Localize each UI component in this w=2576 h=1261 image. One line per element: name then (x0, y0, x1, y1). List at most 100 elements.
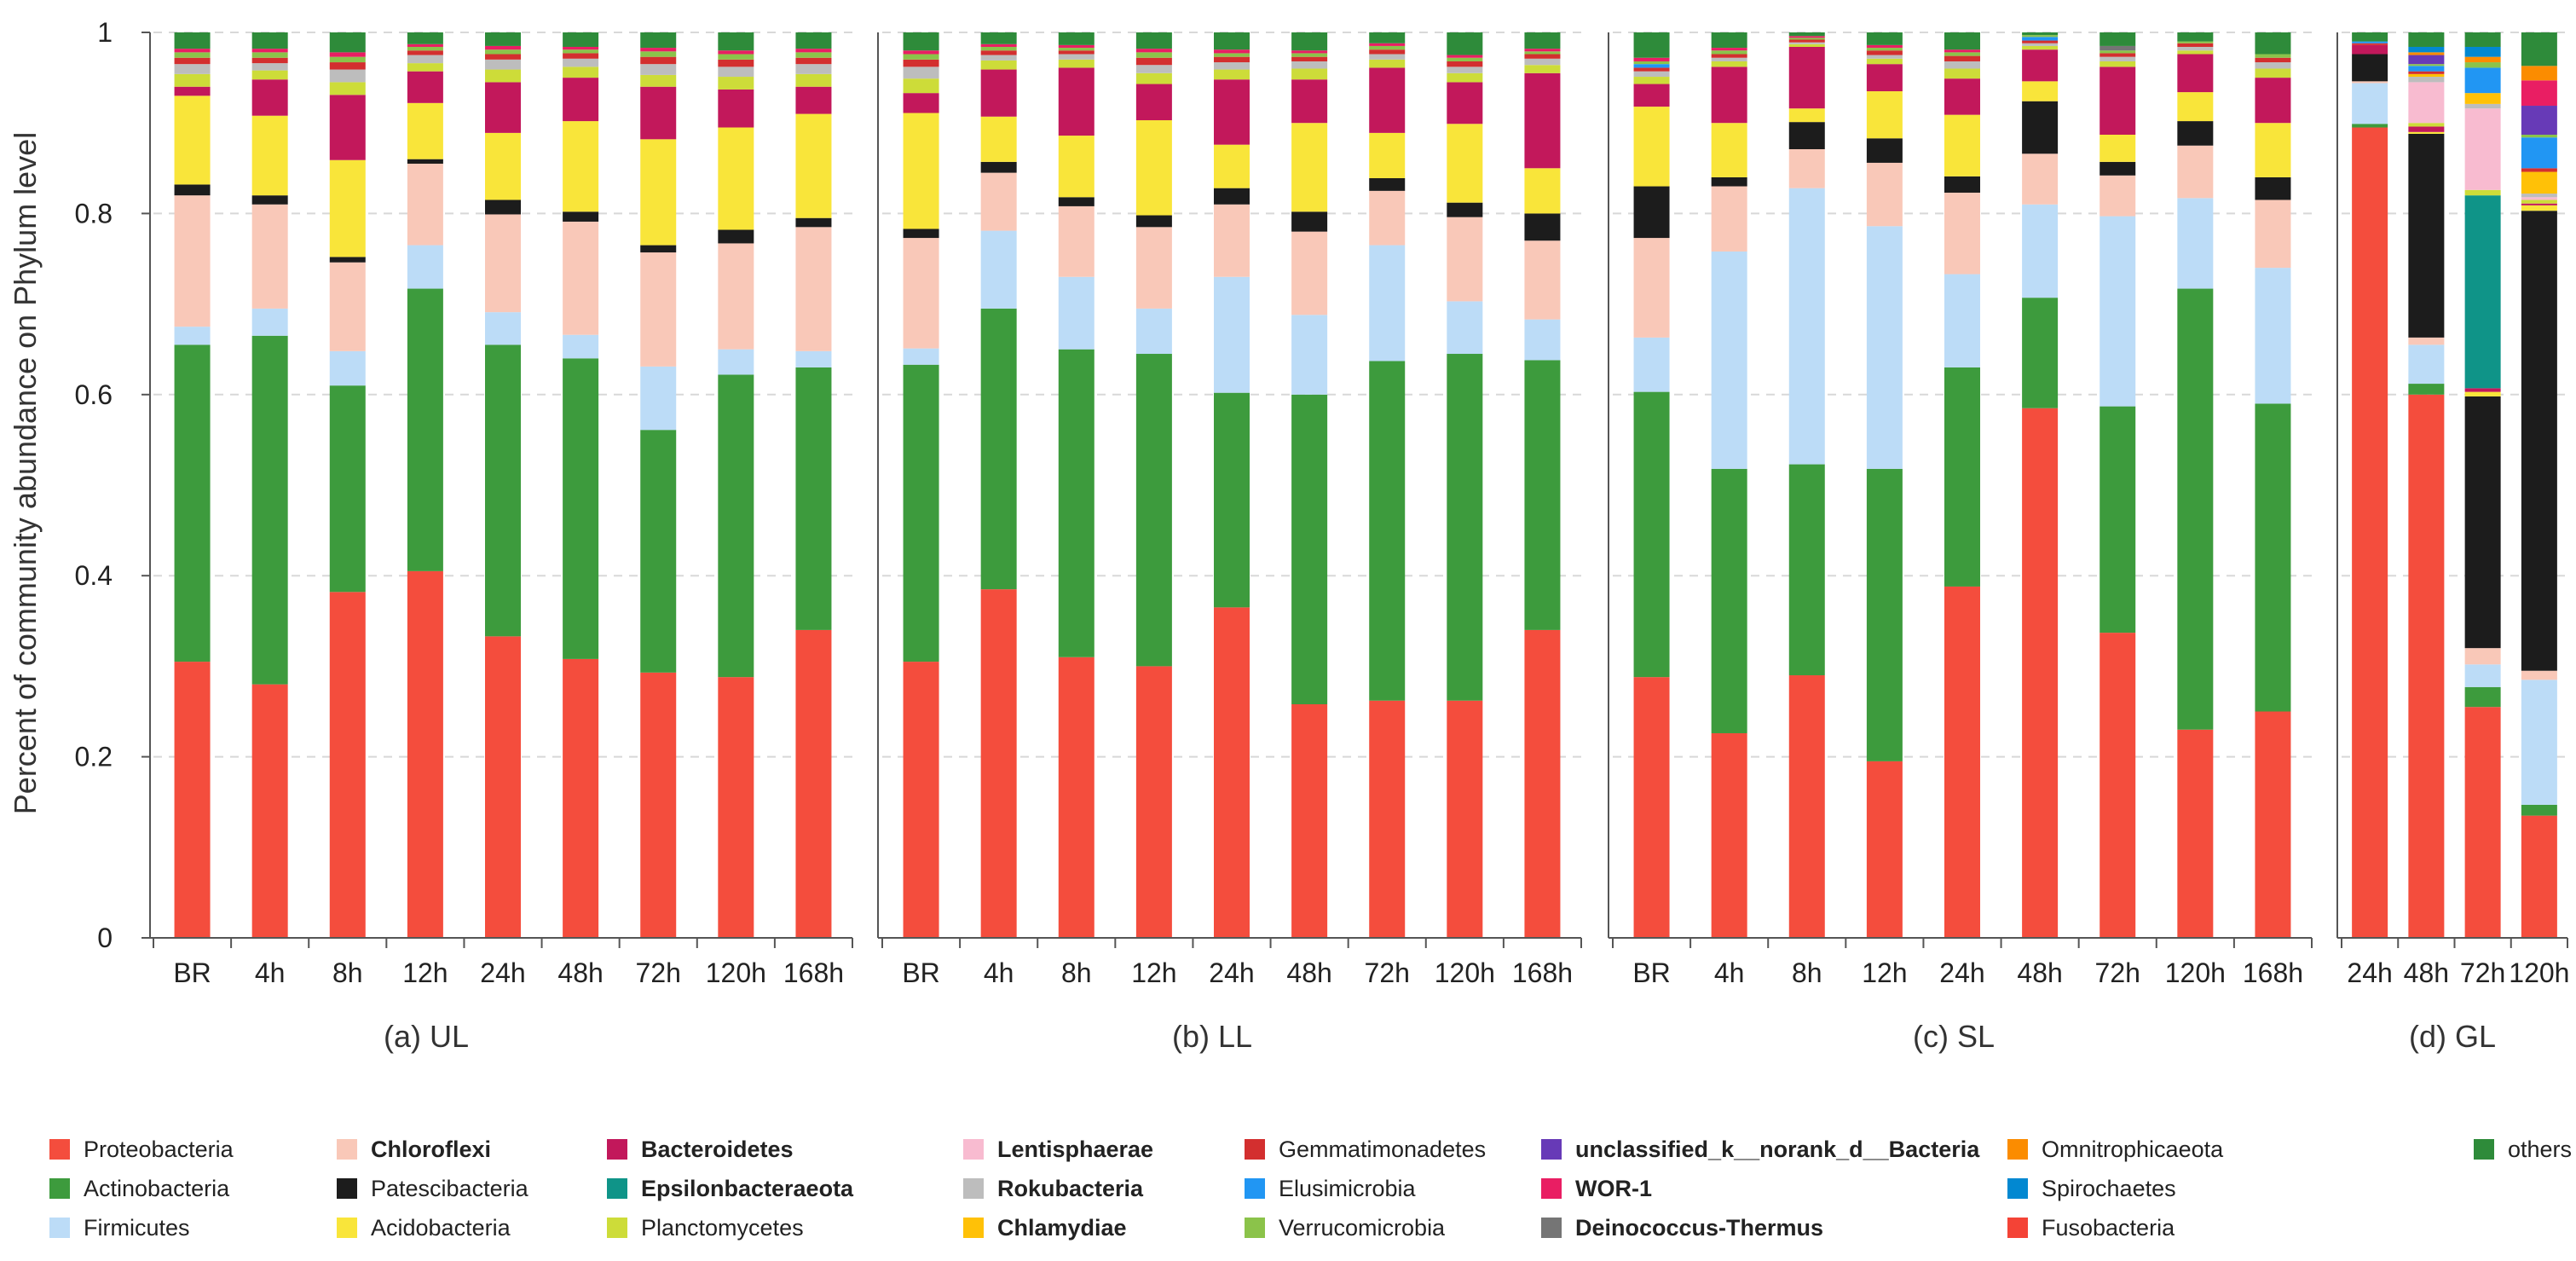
legend-swatch (1541, 1178, 1562, 1199)
bar-segment-rokubacteria (485, 59, 521, 70)
bar-segment-chloroflexi (980, 172, 1017, 231)
bar-segment-bacteroidetes (1711, 67, 1747, 124)
bar-segment-firmicutes (2177, 198, 2214, 289)
bar-segment-others (2352, 32, 2388, 42)
bar-segment-verrucomicrobia (1944, 52, 1980, 56)
x-tick-label: 24h (1209, 957, 1254, 988)
bar-segment-patescibacteria (2022, 101, 2059, 154)
bar-segment-actinobacteria (563, 358, 599, 659)
bar-segment-verrucomicrobia (407, 46, 443, 51)
bar-segment-proteobacteria (2521, 815, 2557, 938)
bar-segment-chloroflexi (1524, 240, 1561, 320)
bar-segment-firmicutes (2464, 664, 2501, 687)
bar-segment-gemmatimonadetes (1788, 39, 1825, 43)
bar-segment-proteobacteria (1369, 700, 1406, 938)
bar-segment-actinobacteria (1369, 361, 1406, 701)
x-tick-label: 8h (1792, 957, 1822, 988)
bar-segment-bacteroidetes (903, 93, 939, 113)
bar-segment-patescibacteria (251, 195, 288, 205)
bar-segment-bacteroidetes (174, 86, 211, 96)
bar-segment-planctomycetes (2408, 123, 2445, 127)
bar-segment-actinobacteria (1135, 354, 1172, 667)
bar-segment-planctomycetes (1788, 43, 1825, 47)
bar-segment-proteobacteria (1944, 586, 1980, 938)
bar-segment-actinobacteria (1058, 349, 1095, 657)
bar-segment-planctomycetes (2255, 68, 2291, 78)
bar-segment-actinobacteria (718, 374, 754, 678)
bar-segment-proteobacteria (640, 672, 677, 938)
bar-segment-proteobacteria (2408, 394, 2445, 938)
bar-segment-patescibacteria (2099, 161, 2136, 176)
bar-segment-chloroflexi (407, 163, 443, 246)
bar-segment-actinobacteria (1711, 468, 1747, 733)
bar-segment-planctomycetes (2022, 45, 2059, 50)
bar-segment-actinobacteria (2408, 384, 2445, 395)
x-tick-label: 72h (1365, 957, 1410, 988)
legend-swatch (963, 1218, 984, 1238)
bar-segment-bacteroidetes (1135, 84, 1172, 121)
bar-segment-rokubacteria (407, 55, 443, 64)
panel-titles: (a) UL (b) LL (c) SL (d) GL (384, 1019, 2496, 1054)
bar-segment-wor-1 (795, 49, 832, 53)
panel-title: (b) LL (1172, 1019, 1252, 1054)
bar-segment-bacteroidetes (251, 79, 288, 116)
legend-swatch (49, 1139, 70, 1160)
panel-title: (a) UL (384, 1019, 469, 1054)
bar-segment-bacteroidetes (1214, 79, 1250, 145)
bar-segment-bacteroidetes (329, 95, 366, 160)
x-tick-label: 72h (636, 957, 681, 988)
y-tick-label: 0 (97, 923, 113, 953)
x-tick-label: 8h (332, 957, 363, 988)
bar-segment-rokubacteria (2464, 103, 2501, 109)
bar-segment-chlamydiae (2464, 93, 2501, 104)
bar-segment-planctomycetes (1866, 58, 1903, 65)
bar-segment-gemmatimonadetes (1944, 55, 1980, 61)
bar-segment-others (563, 32, 599, 47)
bar-segment-others (251, 32, 288, 49)
bar-segment-proteobacteria (2099, 633, 2136, 938)
bar-segment-gemmatimonadetes (1214, 56, 1250, 63)
bar-segment-rokubacteria (980, 55, 1017, 61)
bar-segment-firmicutes (2255, 268, 2291, 404)
bar-segment-others (407, 32, 443, 44)
bar-segment-rokubacteria (718, 67, 754, 78)
x-tick-label: 168h (783, 957, 844, 988)
bar-segment-verrucomicrobia (1524, 51, 1561, 55)
bar-segment-wor-1 (718, 50, 754, 55)
legend-entry: Lentisphaerae (997, 1137, 1153, 1162)
x-tick-label: 168h (1512, 957, 1573, 988)
bar-segment-patescibacteria (329, 257, 366, 263)
bar-segment-proteobacteria (718, 677, 754, 938)
bar-segment-acidobacteria (718, 127, 754, 230)
bar-segment-acidobacteria (174, 95, 211, 185)
x-tick-labels: BR 4h 8h 12h 24h 48h 72h 120h 168h BR 4h 8h 12h 24h 48… (173, 957, 2569, 988)
bar-segment-bacteroidetes (1633, 84, 1670, 107)
bar-segment-verrucomicrobia (2408, 64, 2445, 67)
bar-segment-rokubacteria (1866, 55, 1903, 59)
bar-segment-firmicutes (1944, 274, 1980, 367)
bar-segment-gemmatimonadetes (1291, 56, 1328, 61)
bar-segment-gemmatimonadetes (329, 62, 366, 70)
legend-entry: Omnitrophicaeota (2042, 1137, 2224, 1162)
bar-segment-verrucomicrobia (980, 46, 1017, 51)
bar-segment-gemmatimonadetes (2022, 40, 2059, 43)
bar-segment-actinobacteria (329, 385, 366, 593)
panel-title: (d) GL (2409, 1019, 2496, 1054)
bar-segment-lentisphaerae (2408, 82, 2445, 124)
bar-segment-planctomycetes (2464, 189, 2501, 196)
bar-segment-firmicutes (1633, 337, 1670, 392)
bar-segment-others (1866, 32, 1903, 45)
bar-segment-others (1524, 32, 1561, 49)
bar-segment-others (2521, 32, 2557, 67)
bar-segment-deinococcus-thermus (2099, 45, 2136, 51)
x-tick-label: 48h (1286, 957, 1331, 988)
bar-segment-acidobacteria (1214, 144, 1250, 188)
bar-segment-planctomycetes (1214, 69, 1250, 80)
bar-segment-gemmatimonadetes (1633, 67, 1670, 72)
bar-segment-verrucomicrobia (2521, 135, 2557, 138)
bar-segment-chloroflexi (2099, 175, 2136, 217)
bar-segment-bacteroidetes (2464, 388, 2501, 392)
bar-segment-chloroflexi (2022, 153, 2059, 205)
legend-entry: WOR-1 (1575, 1176, 1652, 1201)
bar-segment-others (1944, 32, 1980, 50)
